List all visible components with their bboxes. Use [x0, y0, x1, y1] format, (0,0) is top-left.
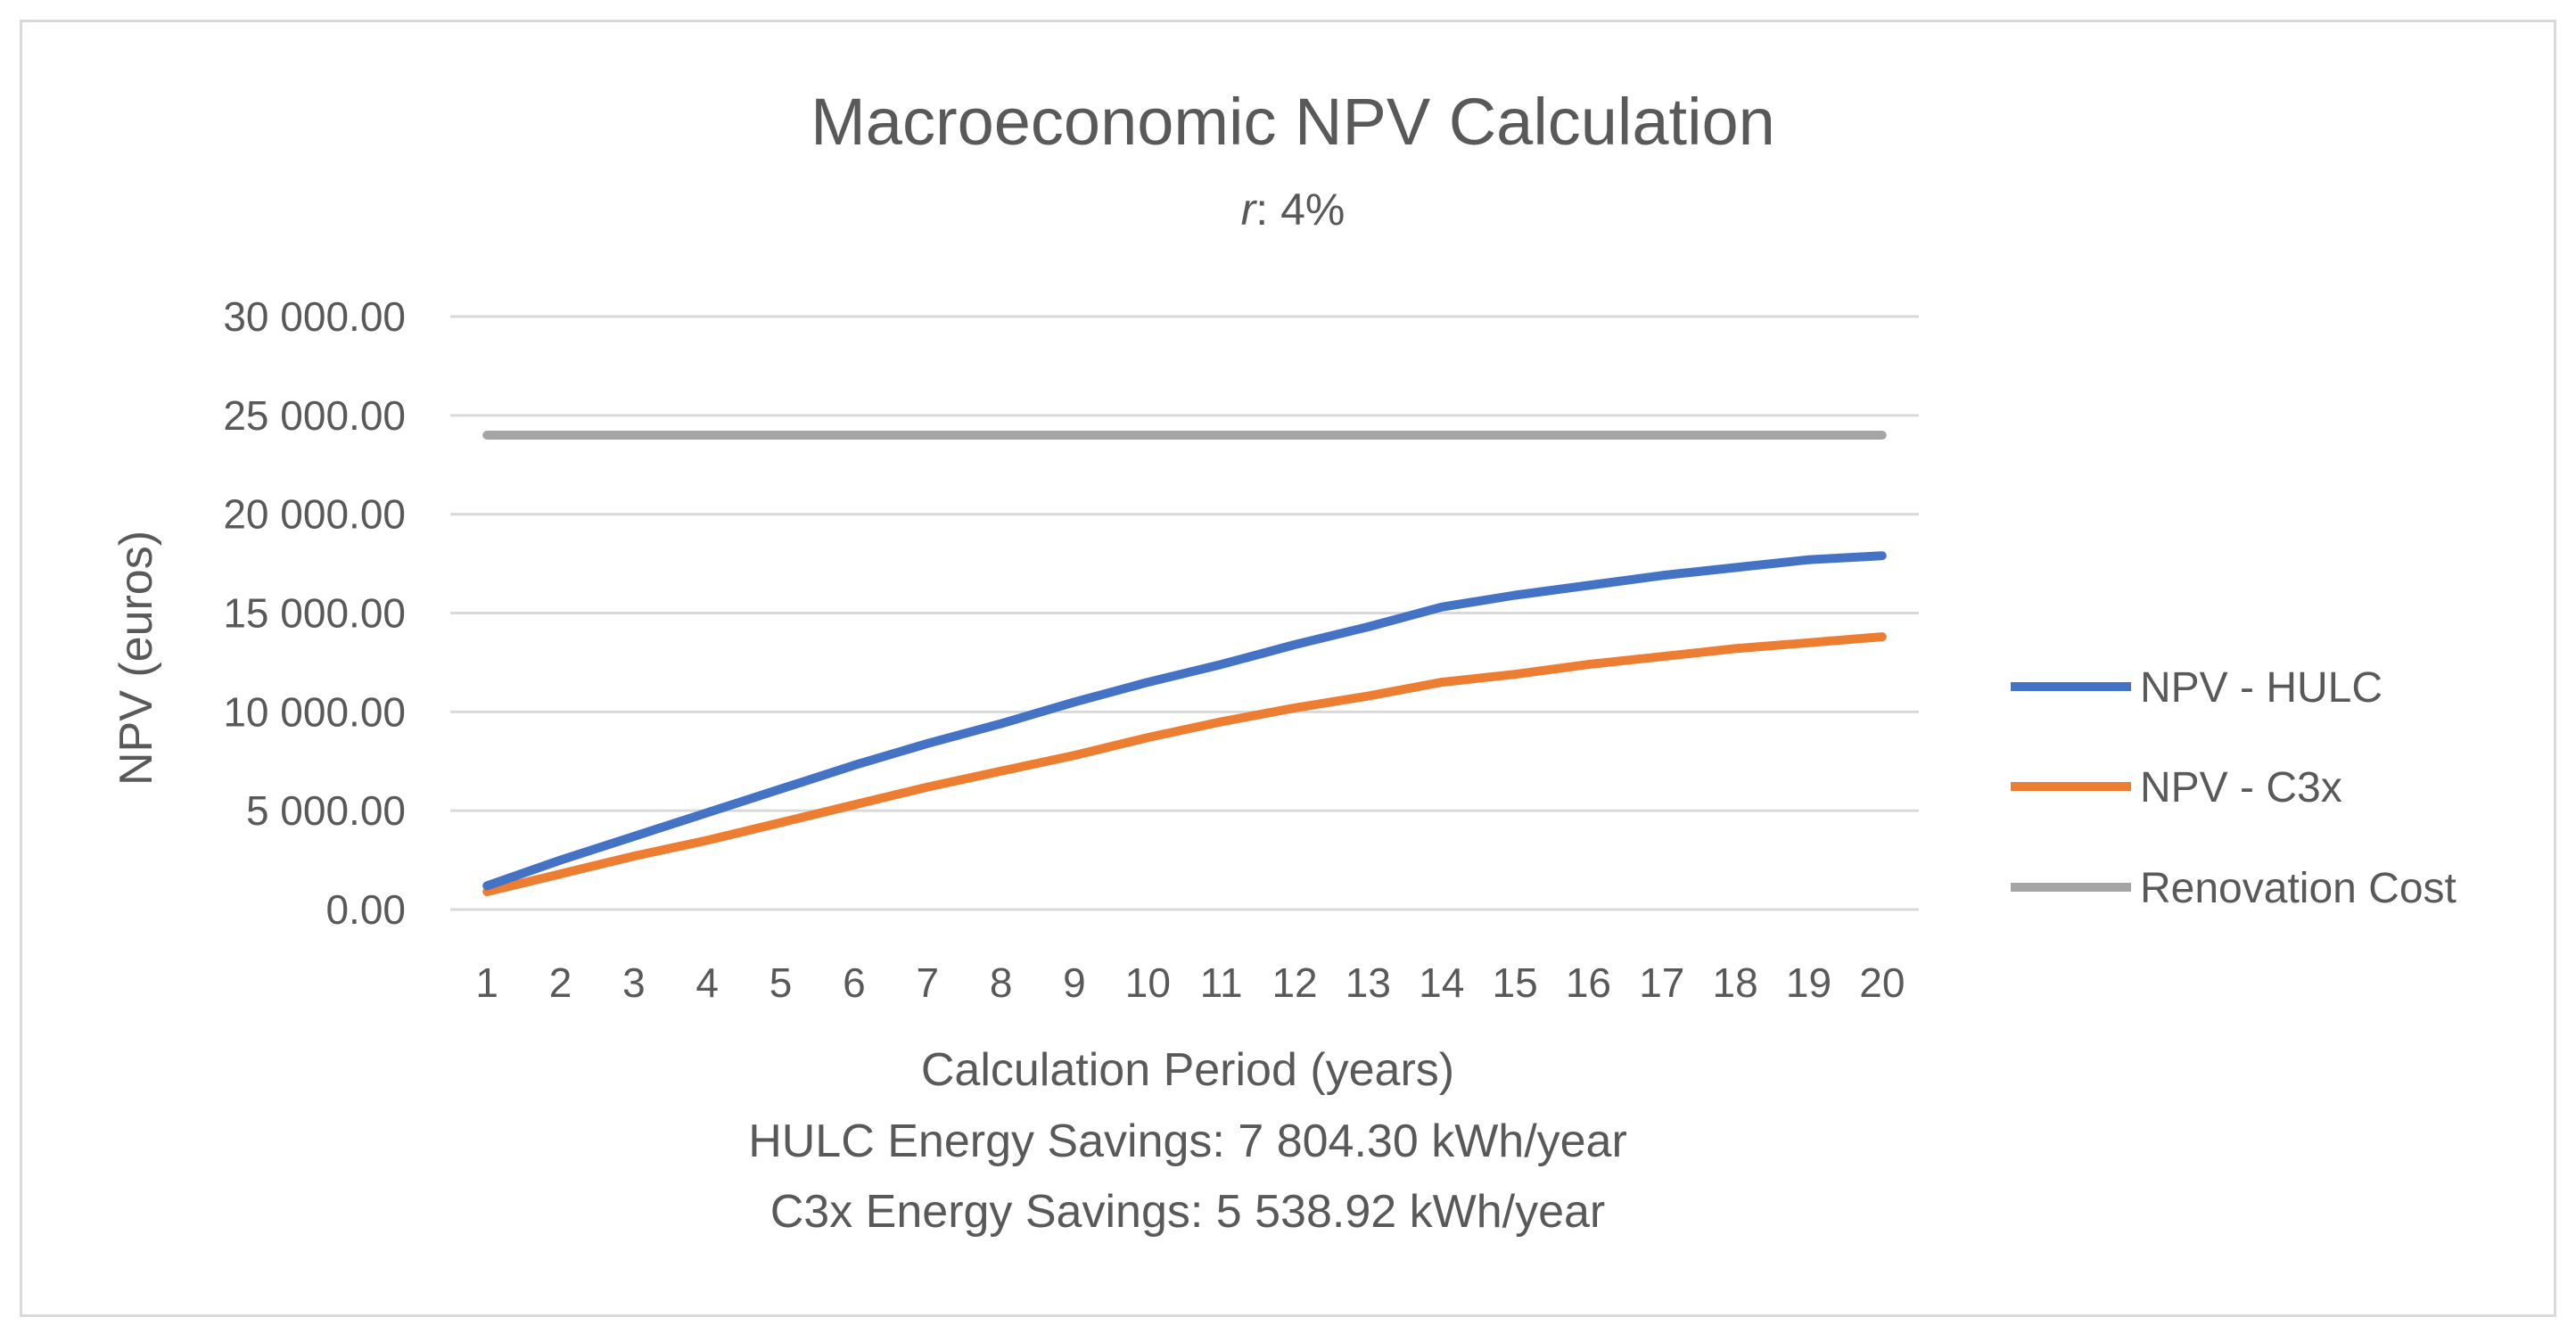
series-line-npv-c3x — [482, 632, 1887, 896]
x-tick-label: 9 — [1063, 959, 1086, 1006]
y-tick-label: 5 000.00 — [246, 787, 406, 834]
x-tick-label: 13 — [1346, 959, 1391, 1006]
x-tick-label: 10 — [1125, 959, 1171, 1006]
y-tick-label: 20 000.00 — [223, 491, 406, 538]
gridlines — [450, 315, 1919, 911]
x-tick-label: 17 — [1639, 959, 1684, 1006]
legend-label-npv-c3x: NPV - C3x — [2140, 764, 2342, 811]
x-tick-label: 19 — [1786, 959, 1831, 1006]
x-tick-label: 3 — [622, 959, 646, 1006]
x-tick-label: 5 — [770, 959, 793, 1006]
c3x-savings-note: C3x Energy Savings: 5 538.92 kWh/year — [770, 1186, 1605, 1238]
y-axis-title: NPV (euros) — [111, 531, 162, 786]
x-tick-label: 6 — [843, 959, 866, 1006]
y-axis-ticks: 0.00 5 000.00 10 000.00 15 000.00 20 000.00 2… — [223, 293, 406, 933]
y-tick-label: 0.00 — [325, 886, 406, 933]
x-axis-title: Calculation Period (years) — [921, 1044, 1454, 1096]
y-tick-label: 30 000.00 — [223, 293, 406, 340]
x-tick-label: 12 — [1272, 959, 1317, 1006]
x-tick-label: 2 — [549, 959, 572, 1006]
chart-frame — [20, 20, 2556, 1317]
legend-label-npv-hulc: NPV - HULC — [2140, 664, 2383, 712]
legend: NPV - HULC NPV - C3x Renovation Cost — [2011, 664, 2457, 912]
y-tick-label: 15 000.00 — [223, 590, 406, 637]
x-tick-label: 7 — [916, 959, 939, 1006]
x-tick-label: 1 — [475, 959, 498, 1006]
x-tick-label: 16 — [1566, 959, 1611, 1006]
hulc-savings-note: HULC Energy Savings: 7 804.30 kWh/year — [748, 1116, 1627, 1167]
x-tick-label: 15 — [1492, 959, 1537, 1006]
subtitle-variable: r — [1241, 185, 1258, 235]
chart-title: Macroeconomic NPV Calculation — [811, 85, 1775, 159]
x-axis-ticks: 1 2 3 4 5 6 7 8 9 10 11 12 13 14 15 16 17 18 19 20 — [475, 959, 1905, 1006]
x-tick-label: 4 — [695, 959, 719, 1006]
y-tick-label: 25 000.00 — [223, 392, 406, 439]
x-tick-label: 20 — [1859, 959, 1905, 1006]
subtitle-value: : 4% — [1255, 185, 1345, 235]
y-tick-label: 10 000.00 — [223, 688, 406, 735]
series-lines — [482, 431, 1887, 896]
chart-subtitle: r: 4% — [1241, 185, 1346, 235]
x-tick-label: 8 — [990, 959, 1013, 1006]
x-tick-label: 18 — [1713, 959, 1758, 1006]
series-line-npv-hulc — [482, 551, 1887, 891]
legend-label-renovation-cost: Renovation Cost — [2140, 865, 2457, 912]
x-tick-label: 11 — [1200, 959, 1243, 1006]
x-tick-label: 14 — [1419, 959, 1464, 1006]
